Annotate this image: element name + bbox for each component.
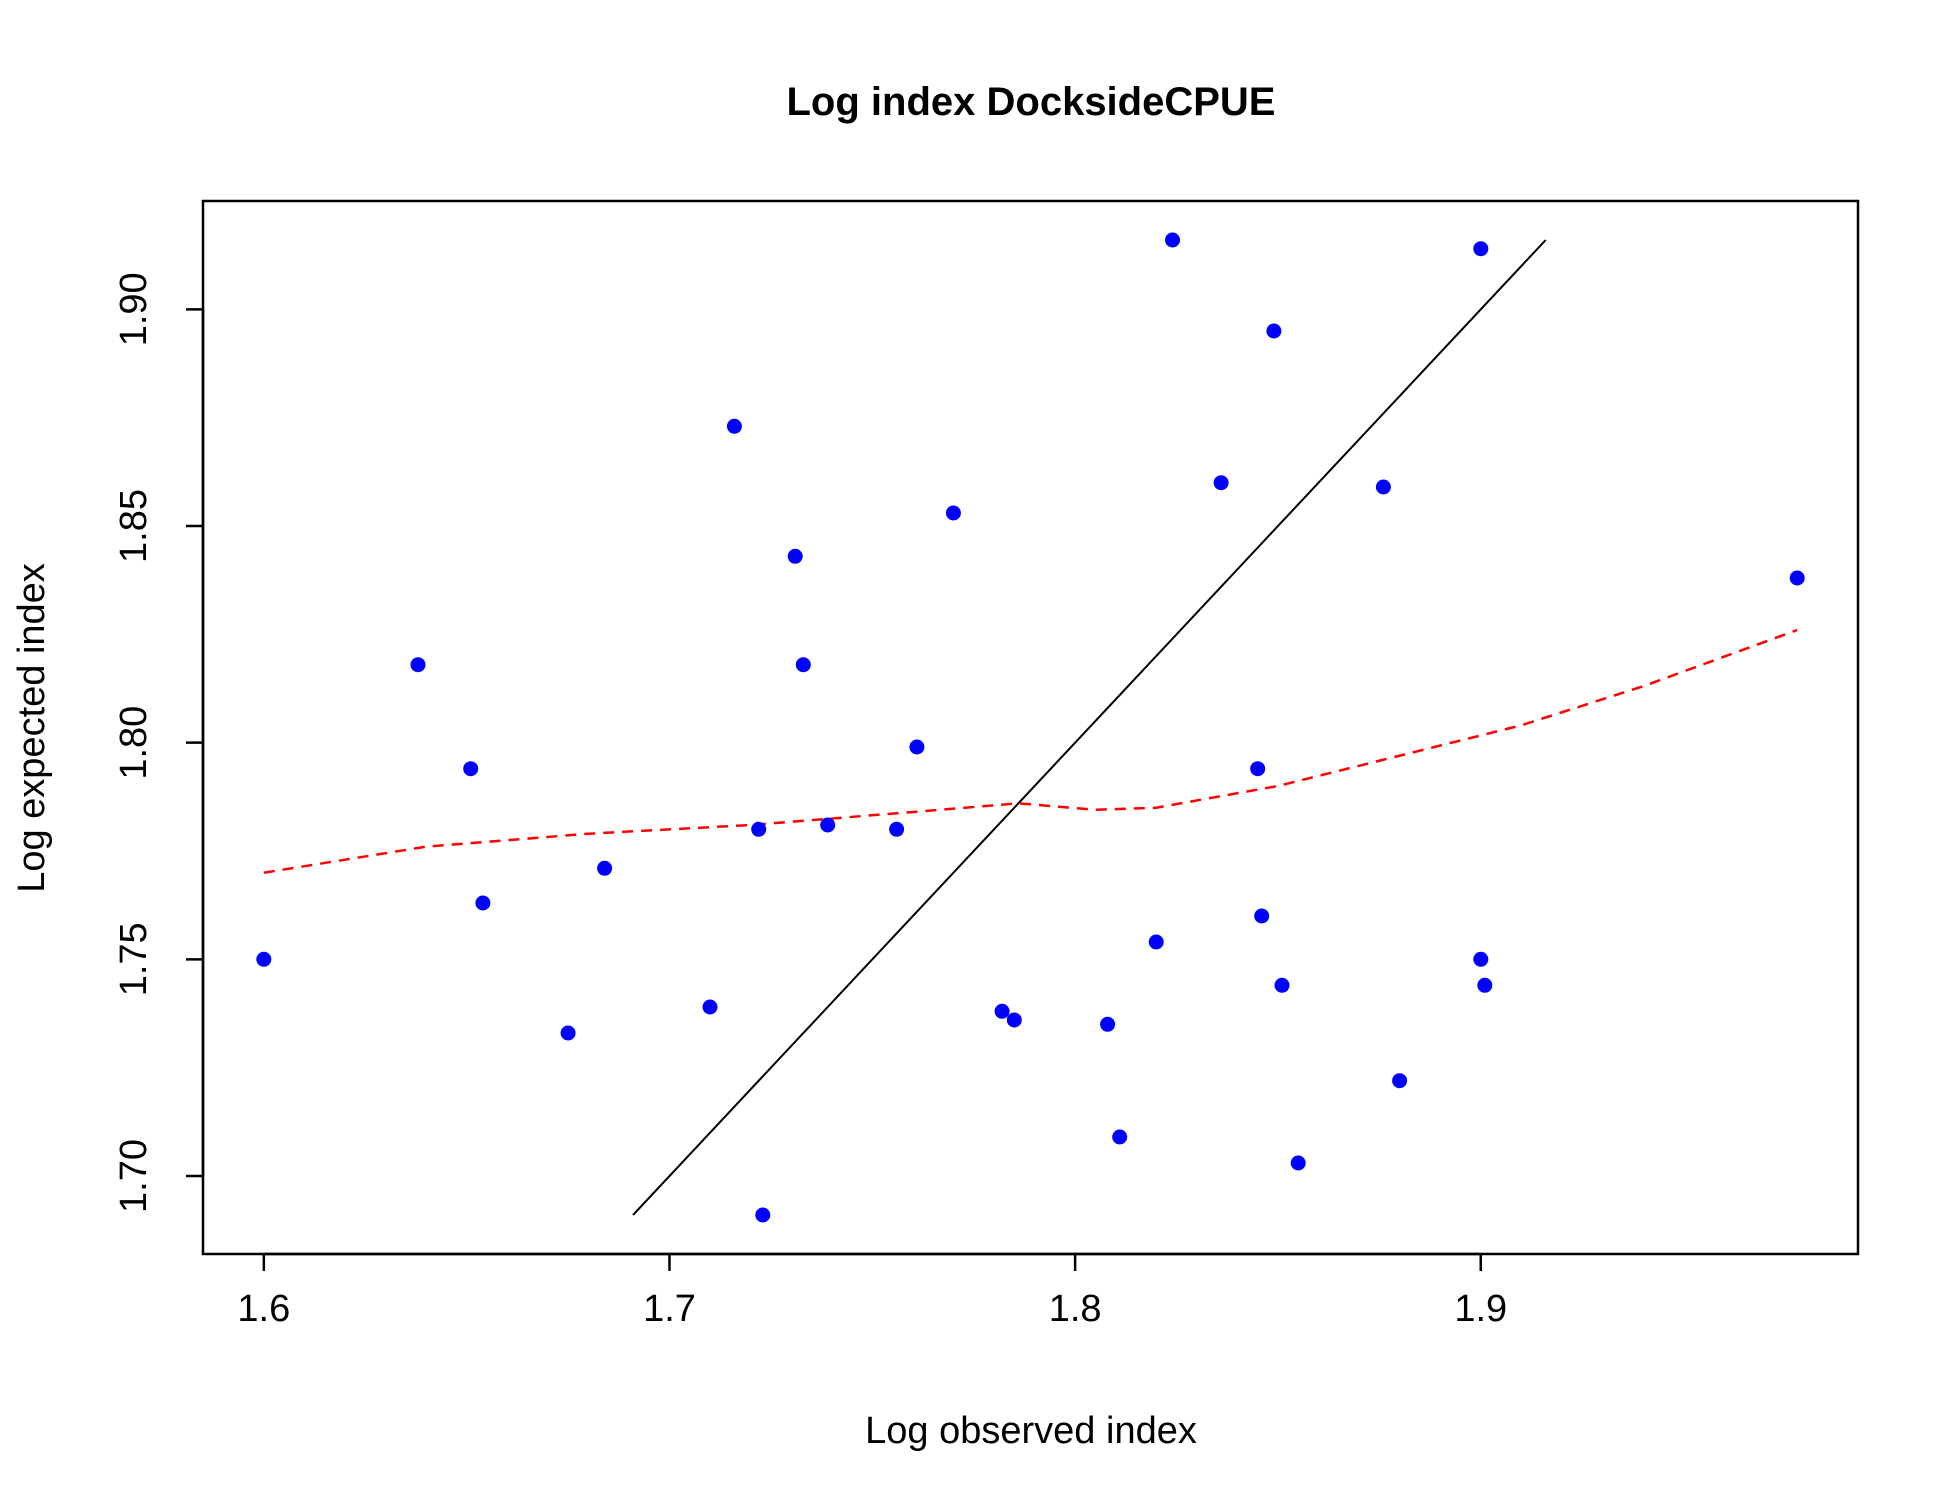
data-point bbox=[787, 548, 803, 564]
data-point bbox=[463, 761, 479, 777]
data-point bbox=[945, 505, 961, 521]
data-point bbox=[994, 1003, 1010, 1019]
data-point bbox=[889, 821, 905, 837]
data-point bbox=[1477, 977, 1493, 993]
data-point bbox=[820, 817, 836, 833]
data-point bbox=[1165, 232, 1180, 248]
plot-marks bbox=[256, 232, 1805, 1223]
y-axis-label: Log expected index bbox=[11, 563, 53, 893]
data-point bbox=[1213, 475, 1229, 491]
x-tick-label: 1.8 bbox=[1049, 1288, 1102, 1330]
data-point bbox=[702, 999, 718, 1015]
x-tick-label: 1.9 bbox=[1454, 1288, 1507, 1330]
y-tick-label: 1.85 bbox=[113, 489, 155, 563]
data-point bbox=[755, 1207, 771, 1223]
x-tick-label: 1.6 bbox=[237, 1288, 290, 1330]
data-point bbox=[1290, 1155, 1306, 1171]
chart-title: Log index DocksideCPUE bbox=[787, 80, 1276, 124]
data-point bbox=[1375, 479, 1391, 495]
data-point bbox=[1006, 1012, 1022, 1028]
data-point bbox=[1250, 761, 1266, 777]
data-point bbox=[751, 821, 767, 837]
data-point bbox=[1392, 1073, 1408, 1089]
data-point bbox=[475, 895, 491, 911]
data-point bbox=[1266, 323, 1282, 339]
data-point bbox=[256, 951, 272, 967]
x-axis-label: Log observed index bbox=[865, 1410, 1197, 1452]
data-point bbox=[410, 657, 426, 673]
identity-line bbox=[632, 239, 1547, 1216]
plot-frame bbox=[201, 199, 1860, 1256]
y-tick-label: 1.75 bbox=[113, 922, 155, 996]
y-tick-label: 1.70 bbox=[113, 1139, 155, 1213]
data-point bbox=[1100, 1016, 1116, 1032]
data-point bbox=[1148, 934, 1164, 950]
data-point bbox=[597, 860, 613, 876]
y-tick-label: 1.90 bbox=[113, 272, 155, 346]
y-tick-label: 1.80 bbox=[113, 706, 155, 780]
data-point bbox=[1473, 241, 1489, 257]
data-point bbox=[1274, 977, 1290, 993]
data-point bbox=[726, 418, 742, 434]
smoother-line bbox=[263, 628, 1798, 874]
data-point bbox=[560, 1025, 576, 1041]
data-point bbox=[1112, 1129, 1128, 1145]
data-point bbox=[795, 657, 811, 673]
data-point bbox=[1254, 908, 1270, 924]
data-point bbox=[909, 739, 925, 755]
data-point bbox=[1473, 951, 1489, 967]
data-point bbox=[1789, 570, 1805, 586]
x-tick-label: 1.7 bbox=[643, 1288, 696, 1330]
